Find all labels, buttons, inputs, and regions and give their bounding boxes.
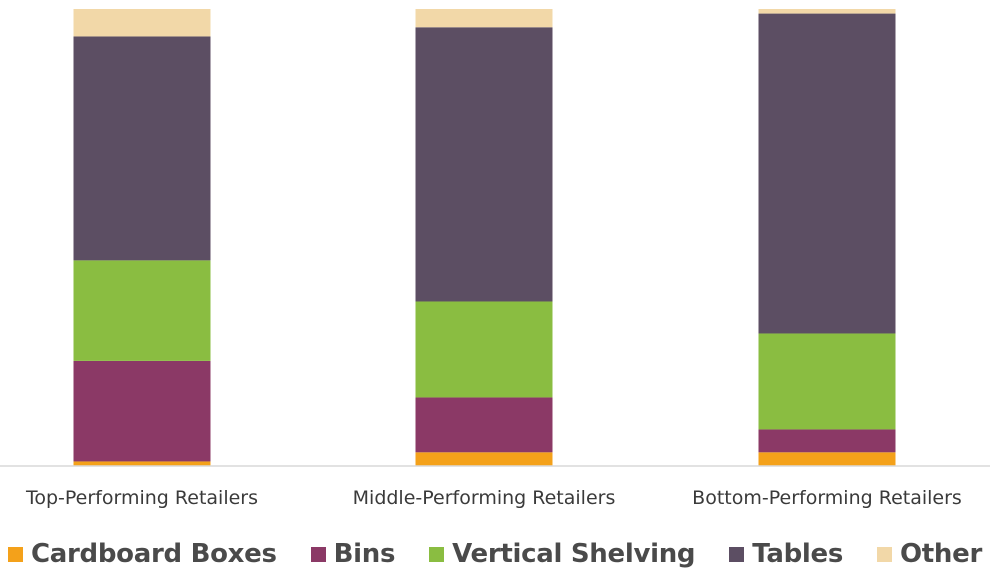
bar-segment-bins-2	[415, 397, 553, 453]
stacked-bar-chart: Top-Performing Retailers Middle-Performin…	[0, 9, 990, 509]
legend-swatch	[8, 546, 23, 562]
chart-legend: Cardboard Boxes Bins Vertical Shelving Tabl…	[0, 536, 990, 572]
bar-segment-bins-1	[73, 360, 211, 462]
category-label: Top-Performing Retailers	[25, 487, 258, 509]
bar-segment-vertical-shelving-3	[758, 333, 896, 430]
legend-item: Bins	[310, 539, 396, 569]
legend-label: Tables	[752, 539, 843, 569]
bar-segment-cardboard-boxes-2	[415, 452, 553, 466]
legend-item: Other	[877, 539, 982, 569]
legend-item: Cardboard Boxes	[8, 539, 277, 569]
category-label: Middle-Performing Retailers	[353, 487, 616, 509]
legend-item: Tables	[729, 539, 843, 569]
bar-segment-bins-3	[758, 429, 896, 453]
category-label: Bottom-Performing Retailers	[692, 487, 962, 509]
legend-swatch	[729, 546, 745, 562]
legend-label: Bins	[333, 539, 396, 569]
category-labels: Top-Performing Retailers Middle-Performin…	[25, 487, 962, 509]
bar-segment-tables-1	[73, 36, 211, 261]
bar-segment-other-3	[758, 9, 896, 14]
bar-segment-tables-2	[415, 27, 553, 302]
bar-segment-tables-3	[758, 13, 896, 334]
bar-segment-cardboard-boxes-3	[758, 452, 896, 466]
legend-label: Other	[900, 539, 982, 569]
legend-swatch	[877, 546, 892, 562]
legend-item: Vertical Shelving	[429, 539, 696, 569]
bar-segment-vertical-shelving-2	[415, 301, 553, 398]
bar-segment-other-1	[73, 9, 211, 37]
legend-label: Cardboard Boxes	[31, 539, 277, 569]
legend-label: Vertical Shelving	[452, 539, 696, 569]
bar-segment-cardboard-boxes-1	[73, 461, 211, 466]
legend-swatch	[310, 546, 326, 562]
legend-swatch	[429, 546, 445, 562]
bar-segment-vertical-shelving-1	[73, 260, 211, 361]
bars-group	[73, 9, 896, 466]
bar-segment-other-2	[415, 9, 553, 28]
